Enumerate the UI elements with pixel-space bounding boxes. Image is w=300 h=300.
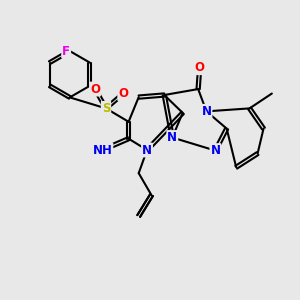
Text: O: O (118, 87, 128, 100)
Text: O: O (195, 61, 205, 74)
Text: NH: NH (92, 143, 112, 157)
Text: N: N (142, 143, 152, 157)
Text: N: N (167, 131, 177, 144)
Text: O: O (90, 82, 100, 96)
Text: F: F (62, 44, 70, 58)
Text: N: N (210, 144, 220, 157)
Text: S: S (102, 102, 110, 115)
Text: N: N (202, 105, 212, 118)
